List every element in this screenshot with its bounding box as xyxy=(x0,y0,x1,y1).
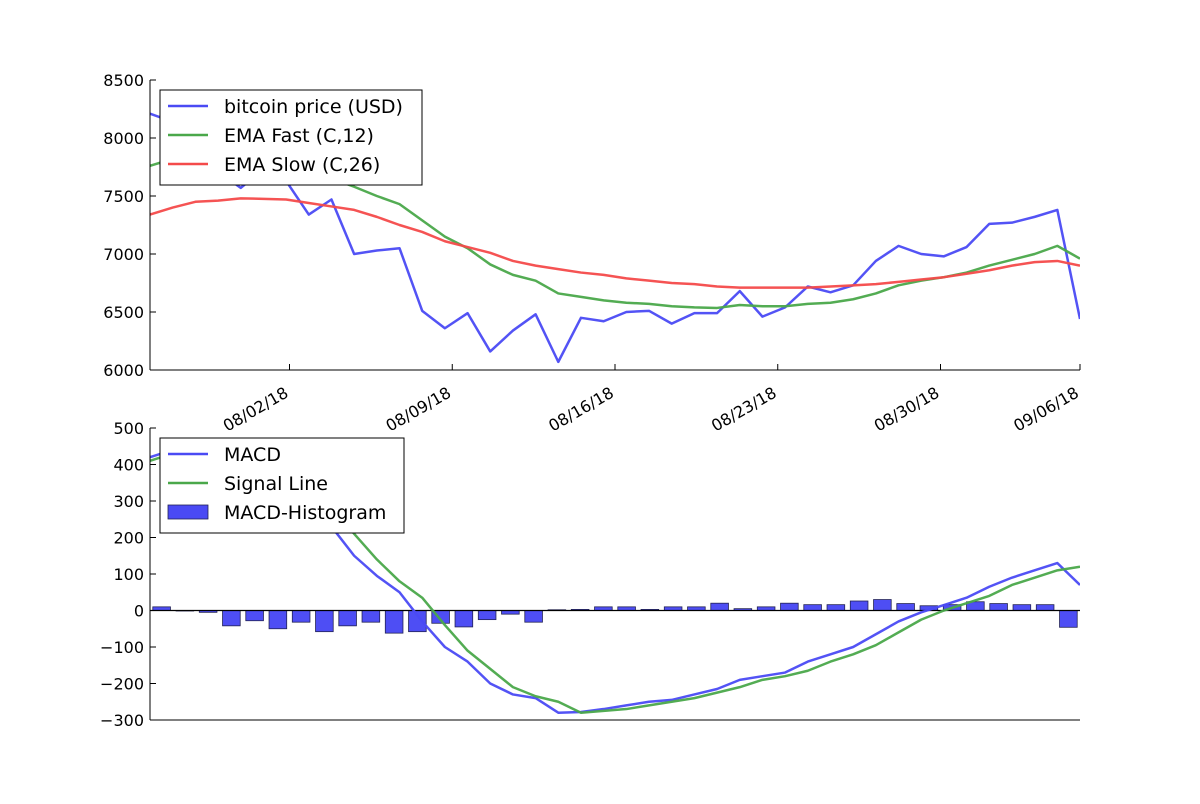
y-tick-label: 7000 xyxy=(103,245,144,264)
legend-swatch xyxy=(167,504,209,520)
x-tick-label: 08/16/18 xyxy=(545,383,617,435)
legend-label: bitcoin price (USD) xyxy=(224,96,403,118)
histogram-bar xyxy=(454,610,474,628)
histogram-bar xyxy=(315,610,334,633)
histogram-bar xyxy=(524,610,543,623)
histogram-bar xyxy=(291,610,311,623)
histogram-bar xyxy=(826,604,846,611)
histogram-bar xyxy=(384,610,404,634)
series-line-3 xyxy=(150,197,1080,289)
y-tick-label: 7500 xyxy=(103,187,144,206)
y-tick-label: 8500 xyxy=(103,71,144,90)
y-tick-label: 6000 xyxy=(103,361,144,380)
histogram-bar xyxy=(338,610,357,627)
legend-label: MACD-Histogram xyxy=(224,502,386,524)
y-tick-label: 400 xyxy=(113,456,144,475)
histogram-bar xyxy=(989,603,1008,611)
legend: MACD Signal Line MACD-Histogram xyxy=(159,437,405,534)
y-tick-label: −200 xyxy=(100,675,144,694)
histogram-bar xyxy=(1012,604,1032,611)
chart-panel-2: −300 −200 −100 0 100 200 300 400 500 MACD Signal L… xyxy=(100,419,1080,730)
x-tick-label: 08/30/18 xyxy=(871,383,943,435)
histogram-bar xyxy=(245,610,264,622)
y-tick-label: 500 xyxy=(113,419,144,438)
y-tick-label: −100 xyxy=(100,638,144,657)
histogram-bar xyxy=(361,610,381,623)
histogram-bar xyxy=(849,600,869,611)
histogram-bar xyxy=(873,599,892,611)
y-tick-label: 6500 xyxy=(103,303,144,322)
x-tick-label: 08/09/18 xyxy=(383,383,455,435)
legend-label: EMA Fast (C,12) xyxy=(224,125,374,147)
legend-label: MACD xyxy=(224,444,281,466)
histogram-bar xyxy=(268,610,288,630)
y-tick-label: −300 xyxy=(100,711,144,730)
y-tick-label: 300 xyxy=(113,492,144,511)
histogram-bar xyxy=(1035,604,1055,611)
histogram-bar xyxy=(803,604,822,611)
y-tick-label: 200 xyxy=(113,529,144,548)
histogram-bar xyxy=(1059,610,1078,628)
histogram-bar xyxy=(710,602,729,611)
x-tick-label: 08/02/18 xyxy=(220,383,292,435)
legend-label: Signal Line xyxy=(224,473,328,495)
x-tick-label: 08/23/18 xyxy=(708,383,780,435)
histogram-bar xyxy=(896,603,915,611)
y-tick-label: 100 xyxy=(113,565,144,584)
y-tick-label: 0 xyxy=(134,602,144,621)
y-tick-label: 8000 xyxy=(103,129,144,148)
x-tick-label: 09/06/18 xyxy=(1010,383,1082,435)
histogram-bar xyxy=(477,610,497,621)
series-line-1 xyxy=(150,112,1080,364)
histogram-bar xyxy=(780,602,799,611)
legend: bitcoin price (USD) EMA Fast (C,12) EMA Sl… xyxy=(159,89,423,186)
histogram-bar xyxy=(222,610,241,627)
legend-label: EMA Slow (C,26) xyxy=(224,154,380,176)
chart-panel-1: 6000 6500 7000 7500 8000 8500 08/02/18 08/09/18… xyxy=(103,71,1082,435)
